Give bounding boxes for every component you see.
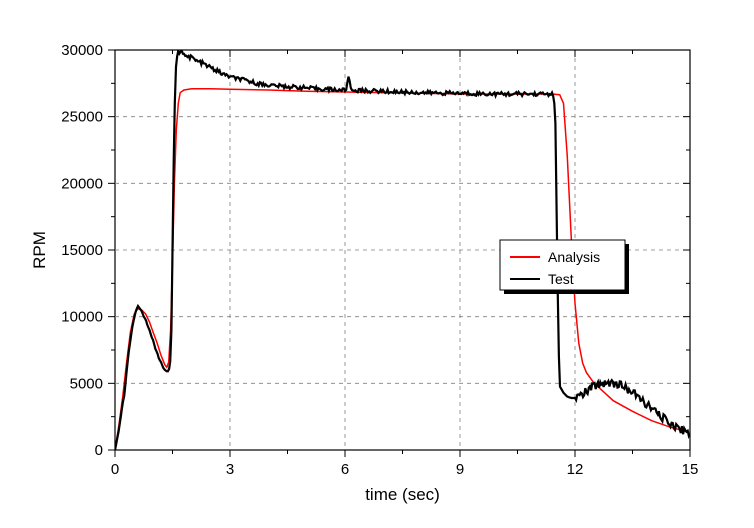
ytick-label: 5000 [70,375,103,392]
rpm-chart: 0 3 6 9 12 15 0 5000 10000 15000 20000 25000 30000 ti… [0,0,754,528]
xtick-label: 12 [567,461,584,478]
legend-label: Test [548,271,574,287]
xtick-label: 0 [111,461,119,478]
ylabel: RPM [30,231,49,269]
xtick-label: 9 [456,461,464,478]
chart-container: 0 3 6 9 12 15 0 5000 10000 15000 20000 25000 30000 ti… [0,0,754,528]
xtick-label: 6 [341,461,349,478]
ytick-label: 0 [95,442,103,459]
ytick-label: 25000 [61,109,103,126]
ytick-label: 30000 [61,42,103,59]
chart-bg [0,0,754,528]
ytick-label: 10000 [61,309,103,326]
xtick-label: 3 [226,461,234,478]
xlabel: time (sec) [365,485,440,504]
legend-label: Analysis [548,249,600,265]
ytick-label: 20000 [61,175,103,192]
ytick-label: 15000 [61,242,103,259]
xtick-label: 15 [682,461,699,478]
